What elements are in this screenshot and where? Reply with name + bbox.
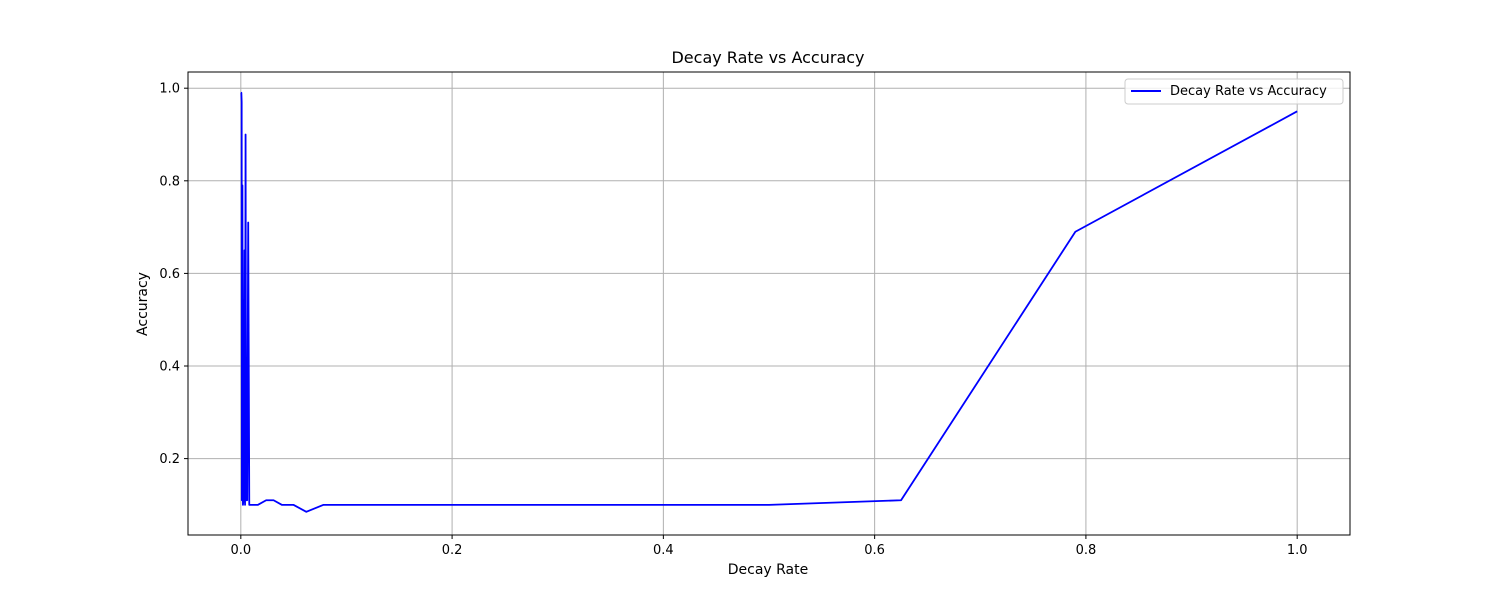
y-tick-label: 0.2 — [159, 452, 180, 467]
y-axis-ticks: 0.2 0.4 0.6 0.8 1.0 — [159, 82, 188, 467]
y-tick-label: 0.8 — [159, 174, 180, 189]
y-tick-label: 1.0 — [159, 82, 180, 97]
y-axis-label: Accuracy — [135, 272, 151, 336]
y-tick-label: 0.4 — [159, 360, 180, 375]
series-layer — [240, 91, 1298, 513]
x-tick-label: 0.6 — [864, 543, 885, 558]
x-tick-label: 0.2 — [442, 543, 463, 558]
legend-box — [1124, 78, 1344, 105]
x-tick-label: 1.0 — [1287, 543, 1308, 558]
y-tick-label: 0.6 — [159, 267, 180, 282]
chart-title: Decay Rate vs Accuracy — [671, 48, 864, 67]
x-tick-label: 0.0 — [230, 543, 251, 558]
x-axis-ticks: 0.0 0.2 0.4 0.6 0.8 1.0 — [230, 535, 1308, 558]
x-tick-label: 0.8 — [1076, 543, 1097, 558]
plot-frame — [187, 71, 1351, 536]
x-tick-label: 0.4 — [653, 543, 674, 558]
legend-label: Decay Rate vs Accuracy — [1170, 84, 1327, 99]
series-line-0 — [240, 91, 1298, 513]
legend: Decay Rate vs Accuracy — [1124, 78, 1344, 105]
x-axis-label: Decay Rate — [728, 562, 809, 578]
